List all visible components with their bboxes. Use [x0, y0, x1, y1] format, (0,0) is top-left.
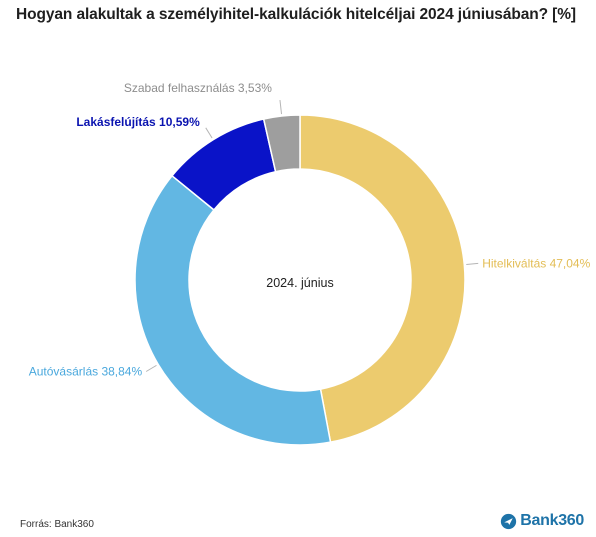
slice-label: Autóvásárlás 38,84%	[29, 365, 143, 379]
slice-label: Szabad felhasználás 3,53%	[124, 81, 272, 95]
plane-icon	[501, 513, 517, 529]
leader-line	[279, 100, 283, 115]
donut-slice-szabad-felhasználás	[262, 114, 301, 173]
leader-line	[466, 262, 479, 265]
donut-slices	[134, 114, 466, 446]
chart-title: Hogyan alakultak a személyihitel-kalkulá…	[16, 6, 576, 23]
source-note: Forrás: Bank360	[20, 519, 94, 530]
slice-labels: Hitelkiváltás 47,04% Autóvásárlás 38,84% L…	[29, 81, 591, 378]
slice-label: Lakásfelújítás 10,59%	[76, 115, 200, 129]
brand-logo: Bank360	[500, 512, 584, 530]
slice-label: Hitelkiváltás 47,04%	[482, 256, 590, 270]
donut-slice-hitelkiváltás	[299, 114, 466, 444]
leader-line	[205, 127, 213, 139]
donut-slice-autóvásárlás	[134, 174, 332, 446]
leader-line	[145, 364, 157, 372]
logo-text: Bank360	[520, 512, 584, 529]
center-label: 2024. június	[266, 276, 333, 290]
